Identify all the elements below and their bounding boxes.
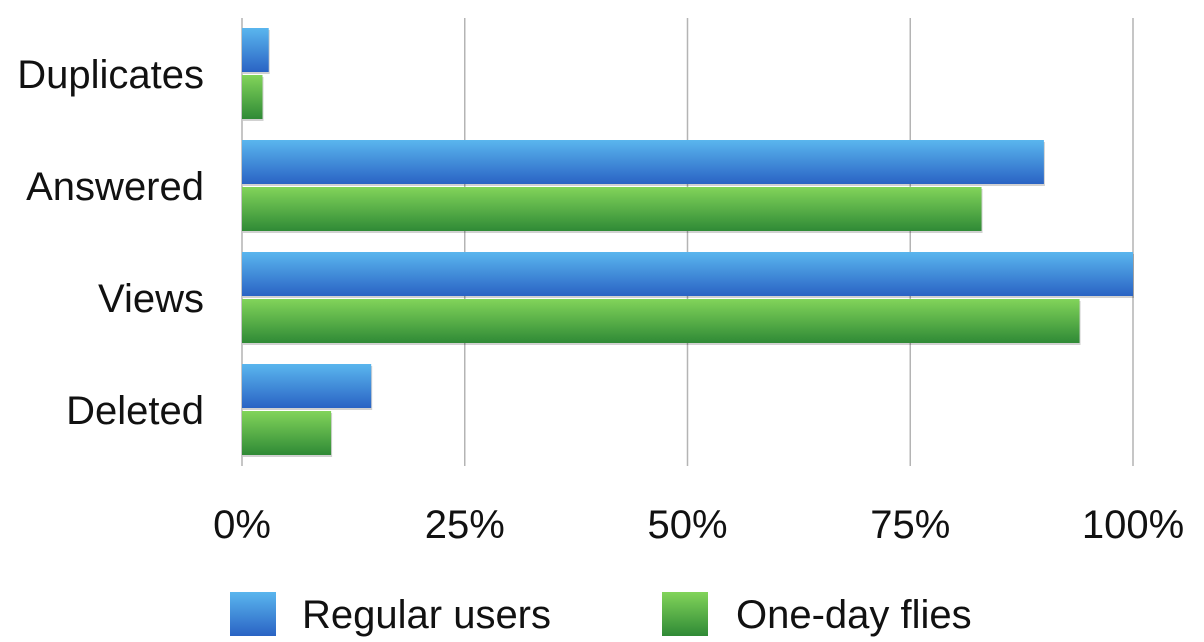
legend-swatch-one-day-flies [662,592,708,636]
x-axis-tick-labels: 0% 25% 50% 75% 100% [213,503,1184,547]
bar-duplicates-one-day-flies [242,75,263,119]
bar-answered-one-day-flies [242,187,982,231]
x-tick-0: 0% [213,503,271,547]
x-tick-100: 100% [1082,503,1184,547]
bar-duplicates-regular-users [242,28,269,72]
bar-views-one-day-flies [242,299,1080,343]
category-label-deleted: Deleted [66,389,204,433]
legend-label-one-day-flies: One-day flies [736,593,972,637]
bars [242,28,1134,457]
bar-views-regular-users [242,252,1133,296]
bar-answered-regular-users [242,140,1044,184]
gridlines [241,18,1134,466]
legend-label-regular-users: Regular users [302,593,551,637]
category-label-views: Views [98,277,204,321]
legend: Regular users One-day flies [230,592,972,637]
legend-swatch-regular-users [230,592,276,636]
bar-deleted-regular-users [242,364,372,408]
x-tick-75: 75% [870,503,950,547]
x-tick-50: 50% [647,503,727,547]
category-label-duplicates: Duplicates [17,53,204,97]
category-labels: Duplicates Answered Views Deleted [17,53,204,433]
bar-deleted-one-day-flies [242,411,332,455]
x-tick-25: 25% [425,503,505,547]
category-label-answered: Answered [26,165,204,209]
